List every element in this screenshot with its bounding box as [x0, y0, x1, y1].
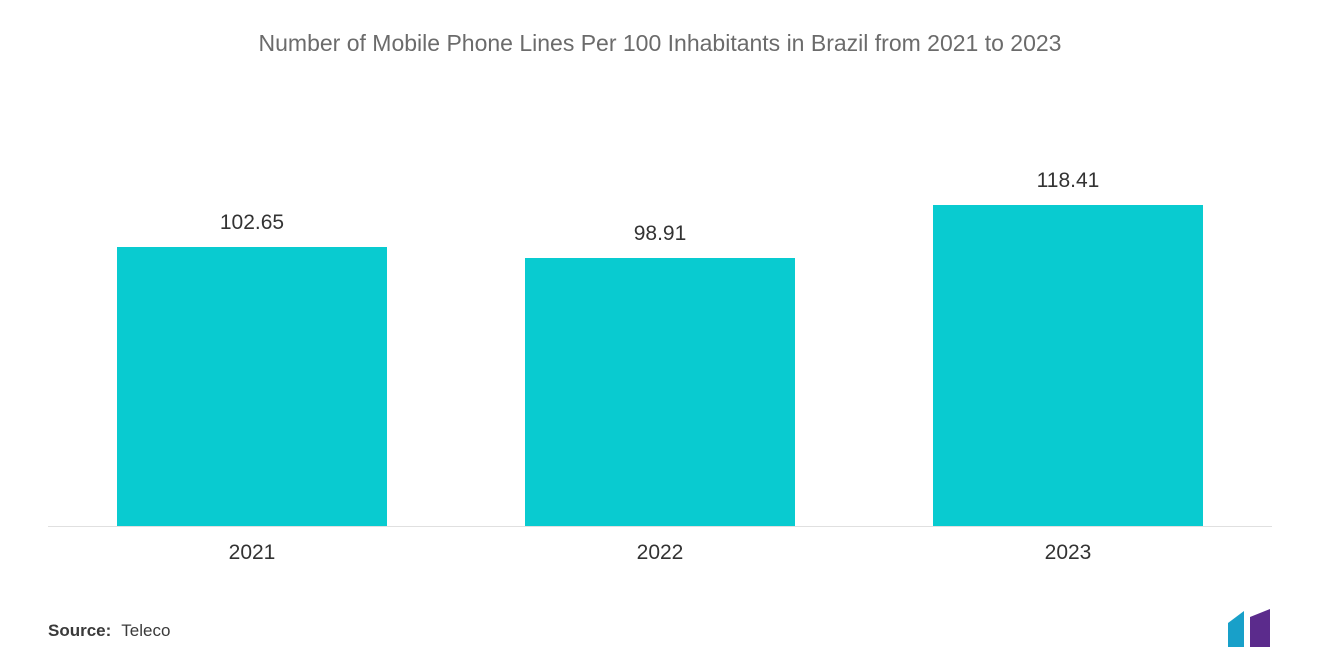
chart-container: Number of Mobile Phone Lines Per 100 Inh… — [0, 0, 1320, 665]
bar-2022 — [525, 258, 795, 526]
brand-logo-icon — [1222, 609, 1276, 647]
x-label-2021: 2021 — [117, 541, 387, 565]
bar-slot-2023: 118.41 — [933, 97, 1203, 526]
plot-area: 102.65 98.91 118.41 — [48, 97, 1272, 527]
bar-value-label: 98.91 — [634, 222, 687, 246]
x-axis-labels: 2021 2022 2023 — [48, 541, 1272, 565]
bar-value-label: 118.41 — [1037, 169, 1100, 193]
bar-value-label: 102.65 — [220, 211, 284, 235]
bar-slot-2021: 102.65 — [117, 97, 387, 526]
x-label-2022: 2022 — [525, 541, 795, 565]
source-name: Teleco — [121, 621, 170, 641]
chart-title: Number of Mobile Phone Lines Per 100 Inh… — [48, 30, 1272, 57]
source-footer: Source: Teleco — [48, 621, 170, 641]
source-label: Source: — [48, 621, 111, 641]
bar-slot-2022: 98.91 — [525, 97, 795, 526]
x-label-2023: 2023 — [933, 541, 1203, 565]
bar-2021 — [117, 247, 387, 526]
bar-2023 — [933, 205, 1203, 526]
